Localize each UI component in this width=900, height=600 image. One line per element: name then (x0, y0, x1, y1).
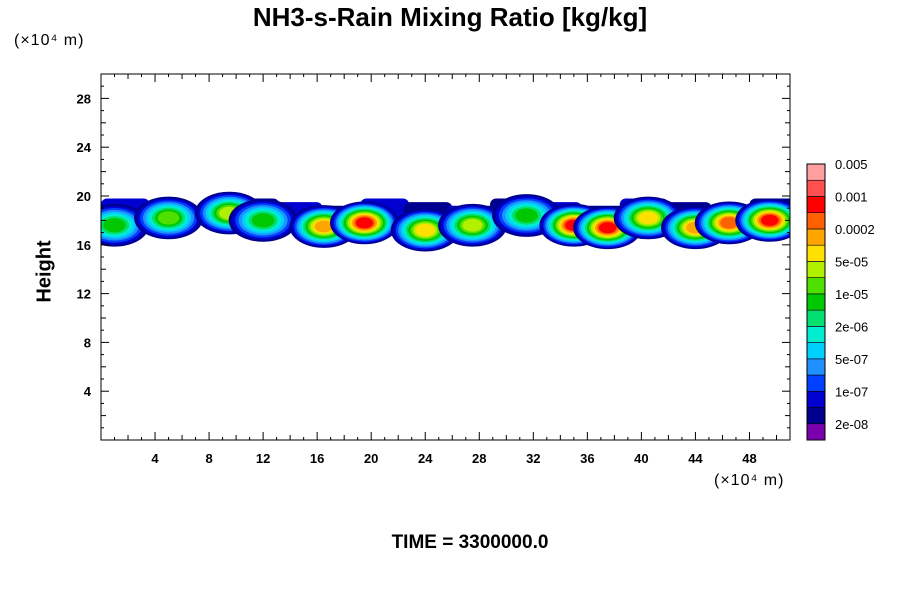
field-contour-0-8 (103, 218, 126, 233)
colorbar: 2e-08 1e-07 5e-07 2e-06 1e-05 5e-05 0.0002 0.00… (806, 157, 875, 441)
colorbar-label: 0.005 (835, 157, 868, 172)
colorbar-label: 1e-07 (835, 384, 868, 399)
y-tick-label: 24 (77, 140, 92, 155)
colorbar-swatch (806, 309, 826, 327)
y-tick-label: 12 (77, 287, 91, 302)
y-tick-label: 8 (84, 335, 91, 350)
x-tick-label: 48 (742, 451, 756, 466)
colorbar-swatch (806, 163, 826, 181)
colorbar-swatch (806, 261, 826, 278)
y-tick-label: 16 (77, 238, 91, 253)
field-contour-4-12 (314, 220, 334, 233)
field-contour-5-14 (355, 217, 374, 229)
chart-title: NH3-s-Rain Mixing Ratio [kg/kg] (252, 2, 648, 32)
colorbar-swatch (806, 423, 826, 441)
field-contour-13-13 (720, 217, 739, 229)
y-tick-label: 28 (77, 91, 91, 106)
x-tick-label: 44 (688, 451, 703, 466)
colorbar-swatch (806, 374, 826, 392)
x-tick-label: 24 (418, 451, 433, 466)
x-tick-label: 20 (364, 451, 378, 466)
x-tick-label: 16 (310, 451, 324, 466)
colorbar-label: 0.001 (835, 189, 868, 204)
colorbar-frame (806, 163, 826, 441)
colorbar-swatch (806, 342, 826, 360)
field-contour-11-11 (638, 211, 658, 225)
colorbar-label: 2e-08 (835, 417, 868, 432)
x-axis-unit: (×10⁴ m) (714, 472, 785, 489)
time-label: TIME = 3300000.0 (391, 532, 549, 553)
field-contour-8-8 (515, 208, 538, 223)
mixing-ratio-field (101, 191, 790, 252)
field-contour-10-14 (598, 222, 617, 234)
plot-background (101, 74, 790, 440)
x-tick-label: 32 (526, 451, 540, 466)
x-axis: 4 8 12 16 20 24 28 32 36 40 44 48 (114, 74, 777, 466)
colorbar-label: 5e-05 (835, 254, 868, 269)
field-contour-6-11 (415, 224, 435, 237)
colorbar-swatch (806, 390, 826, 408)
x-tick-label: 36 (580, 451, 594, 466)
y-tick-label: 20 (77, 189, 91, 204)
colorbar-swatch (806, 293, 826, 311)
colorbar-swatch (806, 179, 826, 197)
colorbar-swatch (806, 326, 826, 343)
field-contour-7-10 (462, 218, 483, 232)
colorbar-label: 0.0002 (835, 222, 875, 237)
colorbar-swatch (806, 358, 826, 376)
field-contour-1-9 (157, 211, 180, 225)
x-tick-label: 12 (256, 451, 270, 466)
colorbar-label: 2e-06 (835, 319, 868, 334)
field-contour-3-8 (251, 213, 275, 228)
x-tick-label: 8 (205, 451, 212, 466)
field-contour-14-14 (761, 214, 779, 226)
y-tick-label: 4 (84, 384, 92, 399)
colorbar-swatch (806, 244, 826, 262)
colorbar-swatch (806, 228, 826, 246)
colorbar-label: 1e-05 (835, 287, 868, 302)
colorbar-swatch (806, 407, 826, 425)
x-tick-label: 28 (472, 451, 486, 466)
colorbar-swatch (806, 212, 826, 230)
x-tick-label: 40 (634, 451, 648, 466)
y-axis: 4 8 12 16 20 24 28 (77, 85, 790, 429)
colorbar-swatch (806, 196, 826, 214)
x-tick-label: 4 (151, 451, 159, 466)
y-axis-unit: (×10⁴ m) (14, 32, 85, 49)
colorbar-label: 5e-07 (835, 352, 868, 367)
colorbar-swatch (806, 277, 826, 295)
